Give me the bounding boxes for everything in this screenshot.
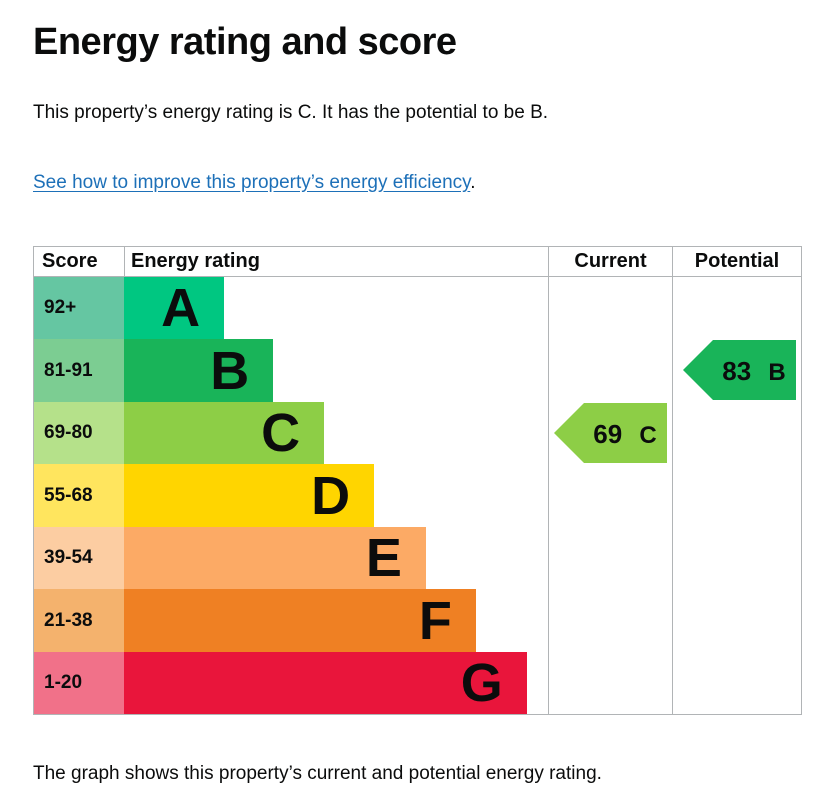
score-range-d: 55-68 [34,464,124,527]
band-bar-d: D [124,464,375,527]
band-row-b: B [124,339,548,402]
band-bar-g: G [124,651,527,715]
score-range-b: 81-91 [34,339,124,402]
svg-text:69 C: 69 C [593,419,657,449]
potential-score-letter: B [768,359,785,386]
current-score-letter: C [639,422,656,449]
improve-efficiency-link[interactable]: See how to improve this property’s energ… [33,171,471,193]
col-header-score: Score [34,247,124,277]
score-range-f: 21-38 [34,589,124,652]
band-bar-a: A [124,276,225,340]
energy-rating-page: Energy rating and score This property’s … [33,21,805,785]
band-bar-f: F [124,589,476,652]
band-row-g: G [124,651,548,715]
band-bar-e: E [124,526,426,590]
current-score-value: 69 [593,419,622,449]
potential-pointer-shape [683,340,796,401]
band-bar-b: B [124,339,274,402]
score-range-g: 1-20 [34,651,124,715]
rating-summary-text: This property’s energy rating is C. It h… [33,101,549,123]
potential-rating-pointer: 83 B [683,340,796,401]
potential-rating-column: 83 B [672,276,801,715]
col-header-potential: Potential [672,246,801,277]
svg-text:83 B: 83 B [722,356,786,386]
band-row-e: E [124,526,548,590]
improve-link-line: See how to improve this property’s energ… [33,170,805,196]
band-row-a: A [124,276,548,340]
col-header-energy-rating: Energy rating [124,246,548,277]
epc-rating-chart: Score Energy rating Current Potential 69… [33,245,802,716]
graph-caption: The graph shows this property’s current … [33,763,602,785]
band-row-c: C [124,401,548,465]
current-rating-pointer: 69 C [554,402,667,463]
link-period: . [470,171,476,193]
band-row-d: D [124,464,548,527]
col-header-current: Current [548,246,672,277]
band-row-f: F [124,589,548,652]
score-range-c: 69-80 [34,401,124,465]
potential-score-value: 83 [722,356,751,386]
band-bar-c: C [124,401,325,465]
current-rating-column: 69 C [548,276,672,715]
current-pointer-shape [554,402,667,463]
score-range-e: 39-54 [34,526,124,590]
score-range-a: 92+ [34,276,124,340]
page-title: Energy rating and score [33,21,457,63]
